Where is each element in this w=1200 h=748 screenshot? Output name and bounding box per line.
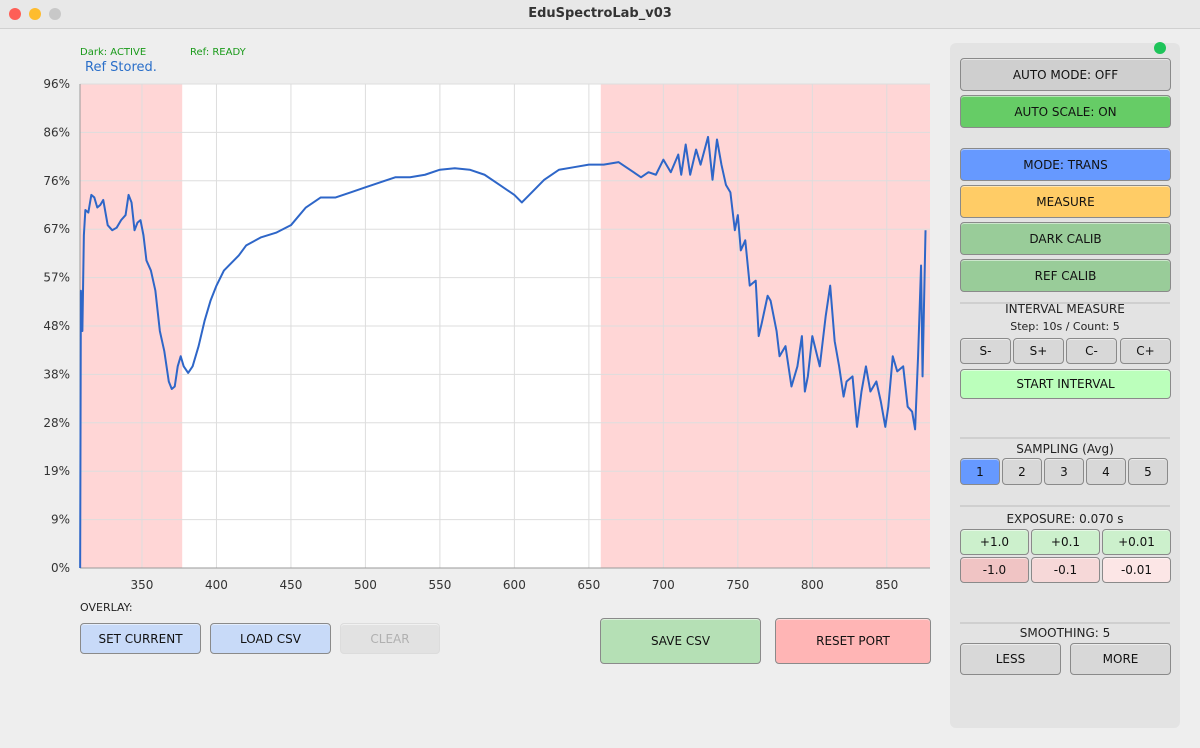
control-button[interactable]: MODE: TRANS — [960, 148, 1171, 181]
x-tick-label: 700 — [652, 578, 675, 592]
y-tick-label: 48% — [43, 319, 70, 333]
smoothing-title: SMOOTHING: 5 — [1019, 626, 1111, 640]
overlay-button[interactable]: LOAD CSV — [210, 623, 331, 654]
y-tick-label: 38% — [43, 367, 70, 381]
sampling-option[interactable]: 2 — [1002, 458, 1042, 485]
x-tick-label: 400 — [205, 578, 228, 592]
exposure-decrease[interactable]: -0.1 — [1031, 557, 1100, 583]
close-button[interactable] — [9, 8, 21, 20]
x-tick-label: 850 — [875, 578, 898, 592]
control-button[interactable]: MEASURE — [960, 185, 1171, 218]
separator — [960, 622, 1170, 624]
start-interval-button[interactable]: START INTERVAL — [960, 369, 1171, 399]
exposure-decrease[interactable]: -1.0 — [960, 557, 1029, 583]
separator — [960, 505, 1170, 507]
x-tick-label: 800 — [801, 578, 824, 592]
ref-status: Ref: READY — [190, 47, 246, 58]
separator — [960, 437, 1170, 439]
interval-info: Step: 10s / Count: 5 — [1010, 320, 1120, 333]
x-tick-label: 600 — [503, 578, 526, 592]
overlay-button[interactable]: SET CURRENT — [80, 623, 201, 654]
zoom-button[interactable] — [49, 8, 61, 20]
overlay-label: OVERLAY: — [80, 601, 133, 614]
interval-button[interactable]: S+ — [1013, 338, 1064, 364]
exposure-increase[interactable]: +0.01 — [1102, 529, 1171, 555]
y-tick-label: 57% — [43, 271, 70, 285]
exposure-decrease[interactable]: -0.01 — [1102, 557, 1171, 583]
spectrum-line — [79, 135, 927, 569]
exposure-increase[interactable]: +0.1 — [1031, 529, 1100, 555]
sampling-option[interactable]: 5 — [1128, 458, 1168, 485]
sampling-option[interactable]: 1 — [960, 458, 1000, 485]
y-tick-label: 86% — [43, 125, 70, 139]
x-tick-label: 450 — [279, 578, 302, 592]
y-tick-label: 9% — [51, 513, 70, 527]
dark-status: Dark: ACTIVE — [80, 47, 147, 58]
auto-mode-button[interactable]: AUTO MODE: OFF — [960, 58, 1171, 91]
y-tick-label: 28% — [43, 416, 70, 430]
y-tick-label: 19% — [43, 464, 70, 478]
interval-button[interactable]: C- — [1066, 338, 1117, 364]
y-tick-label: 96% — [43, 77, 70, 91]
x-tick-label: 350 — [131, 578, 154, 592]
spectrum-chart: 0% 9% 19% 28% 38% 48% 57% 67% 76% 86% 96% 350 400 450… — [43, 77, 930, 592]
control-button[interactable]: REF CALIB — [960, 259, 1171, 292]
y-tick-label: 76% — [43, 174, 70, 188]
sampling-title: SAMPLING (Avg) — [1016, 442, 1114, 456]
auto-scale-button[interactable]: AUTO SCALE: ON — [960, 95, 1171, 128]
status-message: Ref Stored. — [85, 60, 157, 75]
interval-button[interactable]: C+ — [1120, 338, 1171, 364]
exposure-increase[interactable]: +1.0 — [960, 529, 1029, 555]
connection-indicator — [1154, 42, 1166, 54]
window-title: EduSpectroLab_v03 — [528, 6, 672, 21]
separator — [960, 302, 1170, 304]
y-tick-label: 67% — [43, 222, 70, 236]
minimize-button[interactable] — [29, 8, 41, 20]
save-csv-button[interactable]: SAVE CSV — [600, 618, 761, 664]
y-tick-label: 0% — [51, 561, 70, 575]
smoothing-more[interactable]: MORE — [1070, 643, 1171, 675]
overlay-button[interactable]: CLEAR — [340, 623, 440, 654]
exposure-title: EXPOSURE: 0.070 s — [1006, 512, 1124, 526]
sampling-option[interactable]: 4 — [1086, 458, 1126, 485]
x-tick-label: 550 — [428, 578, 451, 592]
interval-button[interactable]: S- — [960, 338, 1011, 364]
control-button[interactable]: DARK CALIB — [960, 222, 1171, 255]
x-tick-label: 650 — [577, 578, 600, 592]
sampling-option[interactable]: 3 — [1044, 458, 1084, 485]
interval-title: INTERVAL MEASURE — [1005, 302, 1125, 316]
title-bar: EduSpectroLab_v03 — [0, 0, 1200, 29]
smoothing-less[interactable]: LESS — [960, 643, 1061, 675]
reset-port-button[interactable]: RESET PORT — [775, 618, 931, 664]
x-tick-label: 500 — [354, 578, 377, 592]
x-tick-label: 750 — [726, 578, 749, 592]
